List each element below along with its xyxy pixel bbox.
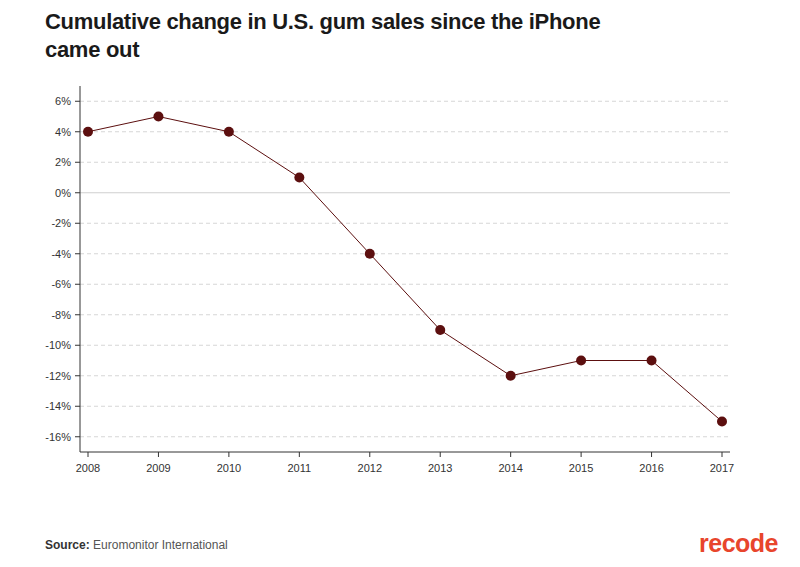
y-tick-label: -14%	[45, 400, 71, 412]
y-tick	[75, 406, 80, 407]
y-tick-label: -12%	[45, 370, 71, 382]
data-point	[153, 112, 163, 122]
y-axis	[80, 86, 81, 452]
y-tick-label: -8%	[51, 309, 71, 321]
y-tick	[75, 192, 80, 193]
grid-line	[80, 162, 730, 163]
x-tick-label: 2017	[710, 462, 734, 474]
source: Source: Euromonitor International	[45, 538, 228, 552]
x-axis	[80, 452, 730, 453]
grid-line	[80, 223, 730, 224]
x-tick-label: 2009	[146, 462, 170, 474]
grid-line	[80, 314, 730, 315]
x-tick-label: 2010	[217, 462, 241, 474]
data-point	[435, 325, 445, 335]
y-tick	[75, 375, 80, 376]
y-tick-label: -6%	[51, 278, 71, 290]
grid-line	[80, 131, 730, 132]
data-line	[88, 117, 722, 422]
grid-line	[80, 253, 730, 254]
y-tick-label: 6%	[55, 95, 71, 107]
x-tick	[651, 452, 652, 457]
chart: -16% -14% -12% -10% -8% -6% -4% -2% 0% 2% 4% 6% 2008…	[0, 0, 800, 567]
x-tick-label: 2008	[76, 462, 100, 474]
x-tick-label: 2012	[358, 462, 382, 474]
logo: recode	[699, 529, 778, 558]
title: Cumulative change in U.S. gum sales sinc…	[45, 8, 655, 64]
data-point	[224, 127, 234, 137]
data-point	[365, 249, 375, 259]
y-tick-label: 2%	[55, 156, 71, 168]
data-point	[647, 356, 657, 366]
y-tick-label: -4%	[51, 248, 71, 260]
grid-line	[80, 375, 730, 376]
x-tick	[581, 452, 582, 457]
y-tick	[75, 284, 80, 285]
x-tick-label: 2015	[569, 462, 593, 474]
y-tick	[75, 162, 80, 163]
y-tick-label: -16%	[45, 431, 71, 443]
y-tick-label: -10%	[45, 339, 71, 351]
source-label: Source:	[45, 538, 90, 552]
y-tick	[75, 436, 80, 437]
x-tick	[228, 452, 229, 457]
grid-line	[80, 345, 730, 346]
y-tick-label: 0%	[55, 187, 71, 199]
y-tick	[75, 314, 80, 315]
data-point	[294, 173, 304, 183]
x-tick	[440, 452, 441, 457]
x-tick	[510, 452, 511, 457]
y-tick	[75, 131, 80, 132]
data-point	[83, 127, 93, 137]
x-tick	[722, 452, 723, 457]
plot-area	[83, 112, 727, 427]
x-tick	[299, 452, 300, 457]
x-tick-label: 2014	[498, 462, 522, 474]
y-tick	[75, 223, 80, 224]
x-tick-label: 2016	[639, 462, 663, 474]
y-tick	[75, 345, 80, 346]
data-point	[576, 356, 586, 366]
y-tick	[75, 101, 80, 102]
grid-line	[80, 406, 730, 407]
grid-line	[80, 284, 730, 285]
y-tick-label: 4%	[55, 126, 71, 138]
y-tick	[75, 253, 80, 254]
x-tick-label: 2013	[428, 462, 452, 474]
x-tick-label: 2011	[288, 462, 312, 474]
data-point	[717, 417, 727, 427]
x-tick	[158, 452, 159, 457]
source-text: Euromonitor International	[93, 538, 228, 552]
data-point	[506, 371, 516, 381]
grid-line	[80, 101, 730, 102]
x-tick	[88, 452, 89, 457]
grid-line	[80, 192, 730, 193]
y-tick-label: -2%	[51, 217, 71, 229]
x-tick	[369, 452, 370, 457]
grid-line	[80, 436, 730, 437]
